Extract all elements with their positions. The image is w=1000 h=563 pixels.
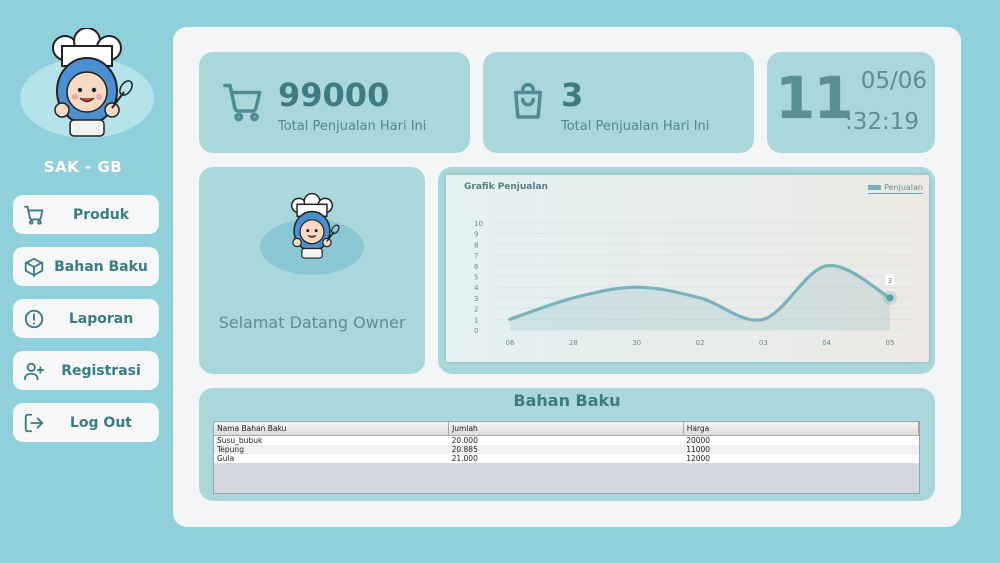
table-row[interactable]: Tepung 20.885 11000	[214, 445, 919, 454]
y-tick-label: 9	[474, 231, 478, 239]
sales-count-card: 3 Total Penjualan Hari Ini	[483, 52, 754, 153]
logo	[20, 28, 154, 140]
sales-total-label: Total Penjualan Hari Ini	[278, 119, 427, 134]
y-tick-label: 10	[474, 220, 483, 228]
x-tick-label: 06	[506, 339, 515, 347]
table-row[interactable]: Susu_bubuk 20.000 20000	[214, 435, 919, 445]
y-tick-label: 1	[474, 316, 478, 324]
bahan-baku-card: Bahan Baku Nama Bahan Baku Jumlah Harga …	[199, 388, 935, 501]
sidebar-item-label: Bahan Baku	[54, 258, 148, 275]
table-row[interactable]: Gula 21.000 12000	[214, 454, 919, 463]
y-tick-label: 4	[474, 284, 479, 292]
cart-icon	[23, 205, 44, 225]
main-panel: 99000 Total Penjualan Hari Ini 3 Total P…	[173, 27, 961, 527]
welcome-message: Selamat Datang Owner	[218, 313, 406, 332]
table-cell: Tepung	[214, 445, 449, 454]
table-cell: 20.000	[448, 435, 684, 445]
legend-swatch	[868, 185, 882, 190]
clock-date: 05/06	[860, 68, 927, 94]
x-tick-label: 02	[696, 339, 705, 347]
data-label: 3	[888, 277, 892, 285]
sidebar-item-logout[interactable]: Log Out	[13, 403, 159, 442]
y-tick-label: 8	[474, 241, 478, 249]
sidebar-item-label: Laporan	[68, 310, 134, 327]
data-point	[886, 294, 894, 302]
sales-total-card: 99000 Total Penjualan Hari Ini	[199, 52, 470, 153]
sidebar-item-label: Log Out	[70, 414, 132, 431]
y-tick-label: 5	[474, 274, 478, 282]
sidebar-item-laporan[interactable]: Laporan	[13, 299, 159, 338]
box-icon	[24, 257, 44, 278]
sales-chart: Grafik Penjualan Penjualan 0 1 2 3 4 5 6 7 8 9 10 0…	[446, 175, 929, 362]
x-tick-label: 03	[759, 339, 768, 347]
series-area	[510, 265, 890, 330]
x-tick-label: 04	[822, 339, 831, 347]
y-tick-label: 6	[474, 263, 479, 271]
user-plus-icon	[23, 362, 45, 381]
data-label-box	[884, 273, 896, 287]
table-cell: 20.885	[448, 445, 684, 454]
series-line	[508, 264, 892, 322]
sidebar-item-label: Produk	[72, 206, 130, 223]
sidebar-item-produk[interactable]: Produk	[13, 195, 159, 234]
sidebar-item-registrasi[interactable]: Registrasi	[13, 351, 159, 390]
chart-plot: 0 1 2 3 4 5 6 7 8 9 10 06 28 30 02 03 04 05 3	[474, 220, 916, 347]
y-tick-label: 3	[474, 295, 478, 303]
column-header-quantity[interactable]: Jumlah	[448, 422, 684, 436]
sales-count-value: 3	[561, 76, 584, 114]
clock-time: :32:19	[844, 109, 919, 135]
table-cell: Gula	[214, 454, 449, 463]
x-tick-label: 30	[632, 339, 641, 347]
y-tick-label: 7	[474, 252, 478, 260]
sidebar-item-label: Registrasi	[61, 362, 141, 379]
logout-icon	[24, 413, 44, 433]
welcome-card: Selamat Datang Owner	[199, 167, 425, 374]
x-tick-label: 28	[569, 339, 578, 347]
chart-legend: Penjualan	[868, 183, 923, 194]
chart-card: Grafik Penjualan Penjualan 0 1 2 3 4 5 6 7 8 9 10 0…	[438, 167, 935, 374]
cart-icon	[223, 83, 262, 122]
sales-total-value: 99000	[278, 76, 390, 114]
chef-mascot-icon	[290, 192, 340, 259]
brand-label: SAK - GB	[43, 158, 123, 176]
clock-card: 11 05/06 :32:19	[767, 52, 935, 153]
sales-count-label: Total Penjualan Hari Ini	[561, 119, 710, 134]
table-cell: 11000	[683, 445, 919, 454]
table-cell: 21.000	[448, 454, 684, 463]
sidebar-item-bahan-baku[interactable]: Bahan Baku	[13, 247, 159, 286]
y-tick-label: 2	[474, 306, 478, 314]
table-cell: 20000	[683, 435, 919, 445]
bahan-baku-title: Bahan Baku	[513, 391, 621, 410]
alert-circle-icon	[24, 309, 44, 329]
table-cell: Susu_bubuk	[214, 435, 449, 445]
column-header-price[interactable]: Harga	[683, 422, 920, 436]
shopping-bag-icon	[514, 82, 542, 119]
x-tick-label: 05	[886, 339, 895, 347]
legend-label: Penjualan	[884, 183, 923, 192]
chef-mascot-icon	[52, 28, 133, 137]
table-cell: 12000	[683, 454, 919, 463]
bahan-baku-table[interactable]: Nama Bahan Baku Jumlah Harga Susu_bubuk …	[213, 421, 920, 494]
column-header-name[interactable]: Nama Bahan Baku	[214, 422, 450, 436]
y-tick-label: 0	[474, 327, 478, 335]
chart-title: Grafik Penjualan	[464, 182, 548, 192]
clock-hour: 11	[775, 64, 854, 132]
